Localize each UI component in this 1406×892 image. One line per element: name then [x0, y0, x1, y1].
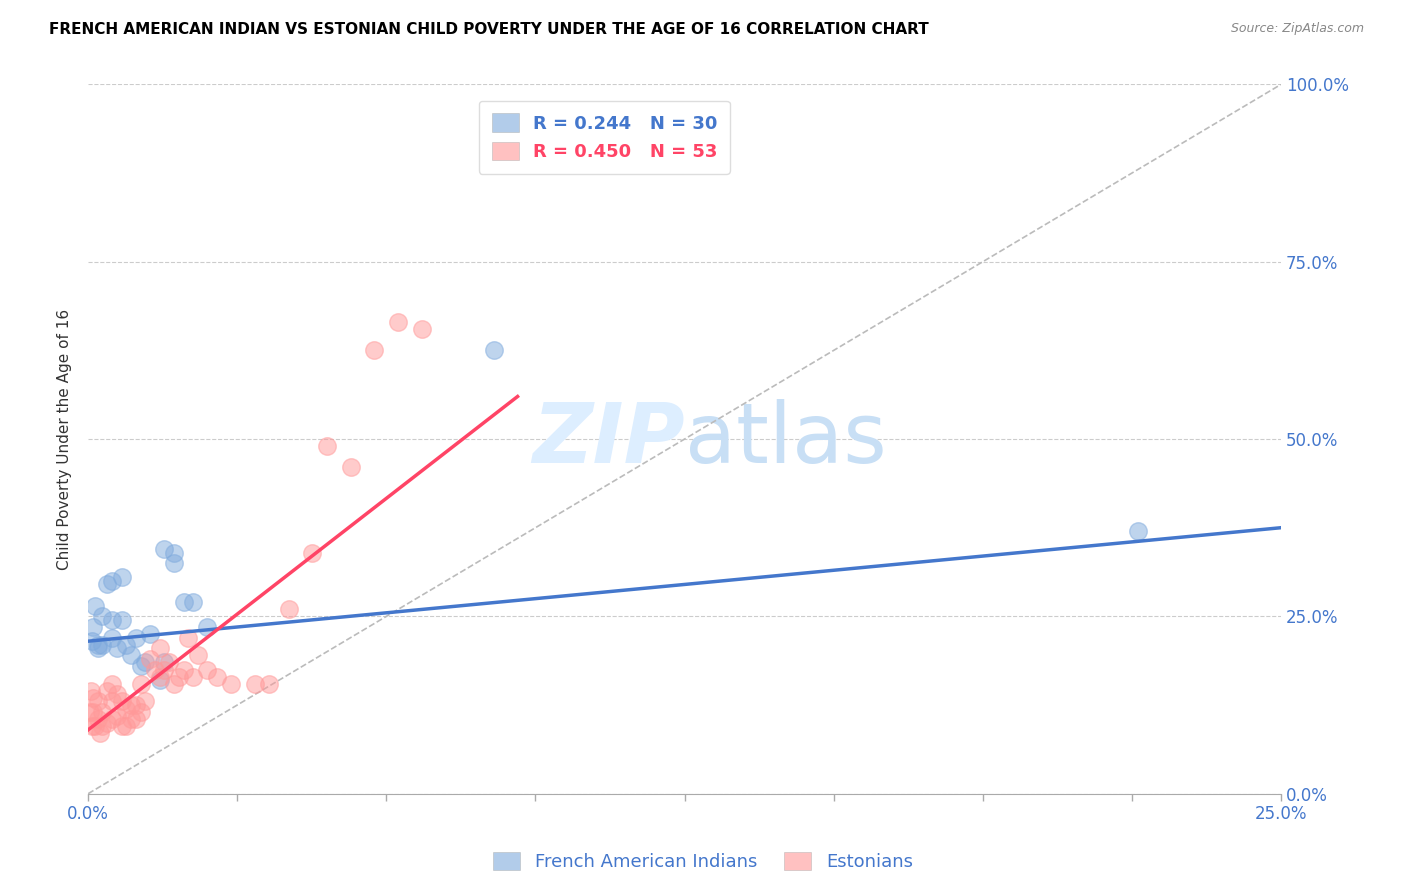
- Point: [80, 719, 103, 733]
- Point: [177, 631, 200, 645]
- Point: [173, 595, 195, 609]
- Point: [129, 705, 152, 719]
- Point: [110, 613, 132, 627]
- Point: [153, 656, 176, 670]
- Point: [96, 577, 118, 591]
- Point: [110, 570, 132, 584]
- Point: [125, 712, 148, 726]
- Legend: R = 0.244   N = 30, R = 0.450   N = 53: R = 0.244 N = 30, R = 0.450 N = 53: [479, 101, 730, 174]
- Text: FRENCH AMERICAN INDIAN VS ESTONIAN CHILD POVERTY UNDER THE AGE OF 16 CORRELATION: FRENCH AMERICAN INDIAN VS ESTONIAN CHILD…: [49, 22, 929, 37]
- Point: [96, 683, 118, 698]
- Point: [181, 595, 204, 609]
- Point: [129, 659, 152, 673]
- Point: [1126, 524, 1149, 539]
- Point: [339, 460, 361, 475]
- Point: [363, 343, 385, 358]
- Point: [125, 698, 148, 712]
- Point: [153, 541, 176, 556]
- Point: [84, 719, 107, 733]
- Point: [105, 687, 128, 701]
- Point: [163, 556, 186, 570]
- Point: [115, 638, 138, 652]
- Point: [86, 712, 108, 726]
- Point: [129, 677, 152, 691]
- Point: [115, 719, 138, 733]
- Point: [301, 545, 323, 559]
- Point: [197, 620, 219, 634]
- Point: [120, 712, 142, 726]
- Point: [86, 641, 108, 656]
- Point: [96, 715, 118, 730]
- Point: [79, 683, 101, 698]
- Point: [79, 705, 101, 719]
- Point: [91, 638, 114, 652]
- Point: [139, 627, 162, 641]
- Point: [482, 343, 505, 358]
- Point: [82, 690, 104, 705]
- Point: [243, 677, 266, 691]
- Point: [120, 648, 142, 663]
- Point: [153, 663, 176, 677]
- Point: [110, 719, 132, 733]
- Point: [86, 694, 108, 708]
- Point: [149, 673, 172, 688]
- Point: [110, 694, 132, 708]
- Point: [101, 574, 124, 588]
- Point: [89, 726, 111, 740]
- Y-axis label: Child Poverty Under the Age of 16: Child Poverty Under the Age of 16: [58, 309, 72, 570]
- Text: atlas: atlas: [685, 399, 886, 480]
- Point: [115, 701, 138, 715]
- Point: [411, 322, 433, 336]
- Point: [101, 694, 124, 708]
- Point: [101, 712, 124, 726]
- Point: [143, 663, 166, 677]
- Point: [125, 631, 148, 645]
- Point: [82, 705, 104, 719]
- Point: [157, 656, 180, 670]
- Point: [387, 315, 409, 329]
- Point: [197, 663, 219, 677]
- Point: [277, 602, 299, 616]
- Legend: French American Indians, Estonians: French American Indians, Estonians: [486, 845, 920, 879]
- Point: [149, 641, 172, 656]
- Point: [221, 677, 243, 691]
- Point: [84, 599, 107, 613]
- Point: [205, 670, 228, 684]
- Point: [167, 670, 190, 684]
- Point: [163, 677, 186, 691]
- Text: Source: ZipAtlas.com: Source: ZipAtlas.com: [1230, 22, 1364, 36]
- Point: [149, 670, 172, 684]
- Point: [259, 677, 281, 691]
- Point: [187, 648, 209, 663]
- Point: [139, 652, 162, 666]
- Point: [86, 638, 108, 652]
- Point: [105, 641, 128, 656]
- Point: [101, 677, 124, 691]
- Point: [105, 708, 128, 723]
- Point: [91, 609, 114, 624]
- Point: [80, 634, 103, 648]
- Point: [91, 719, 114, 733]
- Point: [91, 705, 114, 719]
- Point: [120, 698, 142, 712]
- Point: [134, 694, 156, 708]
- Text: ZIP: ZIP: [531, 399, 685, 480]
- Point: [101, 613, 124, 627]
- Point: [134, 656, 156, 670]
- Point: [82, 620, 104, 634]
- Point: [181, 670, 204, 684]
- Point: [315, 439, 337, 453]
- Point: [173, 663, 195, 677]
- Point: [163, 545, 186, 559]
- Point: [101, 631, 124, 645]
